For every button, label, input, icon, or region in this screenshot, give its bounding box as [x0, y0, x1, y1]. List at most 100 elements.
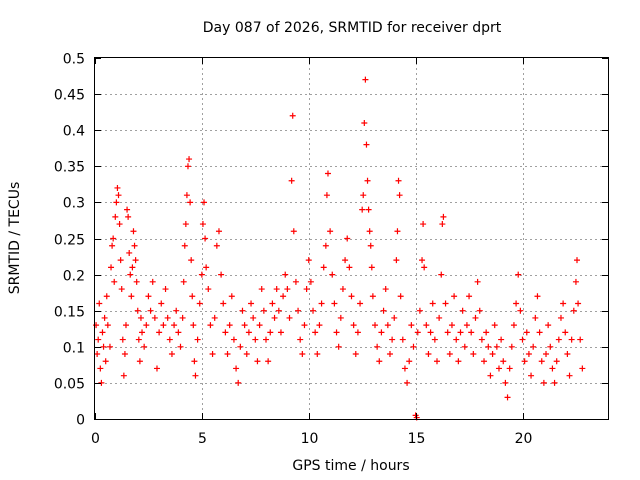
- data-point: [440, 213, 447, 220]
- data-point: [166, 336, 173, 343]
- data-point: [481, 358, 488, 365]
- data-point: [427, 329, 434, 336]
- data-point: [286, 314, 293, 321]
- data-point: [184, 163, 191, 170]
- data-point: [478, 336, 485, 343]
- data-point: [218, 271, 225, 278]
- data-point: [269, 300, 276, 307]
- x-tick-label: 20: [515, 431, 533, 447]
- data-point: [160, 322, 167, 329]
- data-point: [241, 322, 248, 329]
- data-point: [132, 257, 139, 264]
- data-point: [243, 351, 250, 358]
- x-tick-label: 0: [91, 431, 100, 447]
- data-point: [125, 213, 132, 220]
- data-point: [179, 314, 186, 321]
- data-point: [135, 336, 142, 343]
- data-point: [404, 379, 411, 386]
- data-point: [575, 300, 582, 307]
- data-point: [444, 329, 451, 336]
- data-point: [329, 271, 336, 278]
- data-point: [320, 264, 327, 271]
- data-point: [277, 329, 284, 336]
- data-point: [292, 278, 299, 285]
- data-point: [534, 293, 541, 300]
- data-point: [463, 322, 470, 329]
- data-point: [273, 286, 280, 293]
- data-point: [248, 300, 255, 307]
- data-point: [164, 314, 171, 321]
- data-point: [434, 358, 440, 365]
- data-point: [189, 293, 196, 300]
- y-tick-label: 0: [76, 413, 85, 429]
- data-point: [115, 192, 122, 199]
- data-point: [394, 228, 401, 235]
- data-point: [114, 184, 121, 191]
- data-point: [483, 329, 490, 336]
- data-point: [305, 257, 312, 264]
- data-point: [476, 307, 483, 314]
- data-point: [335, 343, 342, 350]
- data-point: [416, 307, 423, 314]
- data-point: [205, 286, 212, 293]
- data-point: [543, 351, 550, 358]
- data-point: [182, 221, 189, 228]
- data-point: [151, 314, 158, 321]
- data-point: [235, 379, 242, 386]
- data-point: [173, 307, 180, 314]
- data-point: [446, 351, 453, 358]
- data-point: [350, 322, 357, 329]
- data-point: [113, 199, 120, 206]
- data-point: [162, 286, 169, 293]
- data-point: [395, 177, 402, 184]
- grid-lines: [95, 58, 608, 419]
- data-point: [192, 372, 199, 379]
- data-point: [180, 278, 187, 285]
- data-point: [560, 300, 567, 307]
- y-tick-label: 0.25: [54, 233, 85, 249]
- data-point: [263, 336, 269, 343]
- data-point: [256, 322, 263, 329]
- data-point: [108, 264, 115, 271]
- data-point: [549, 365, 556, 372]
- data-point: [181, 242, 188, 249]
- data-point: [186, 156, 193, 163]
- data-point: [389, 336, 396, 343]
- data-point: [363, 141, 370, 148]
- data-points: [93, 76, 586, 421]
- data-point: [104, 322, 111, 329]
- data-point: [386, 351, 393, 358]
- data-point: [106, 343, 113, 350]
- data-point: [525, 351, 532, 358]
- data-point: [414, 329, 421, 336]
- data-point: [250, 314, 257, 321]
- data-point: [149, 278, 156, 285]
- data-point: [577, 336, 584, 343]
- data-point: [133, 278, 140, 285]
- data-point: [239, 307, 246, 314]
- data-point: [130, 228, 137, 235]
- data-point: [466, 293, 473, 300]
- data-point: [96, 300, 103, 307]
- data-point: [364, 177, 371, 184]
- data-point: [101, 314, 108, 321]
- data-point: [359, 206, 366, 213]
- data-point: [579, 365, 586, 372]
- data-point: [147, 307, 154, 314]
- data-point: [368, 264, 375, 271]
- data-point: [566, 372, 573, 379]
- data-point: [553, 358, 560, 365]
- data-point: [207, 322, 214, 329]
- y-tick-label: 0.4: [63, 124, 85, 140]
- data-point: [498, 336, 505, 343]
- data-point: [337, 314, 344, 321]
- data-point: [282, 271, 289, 278]
- data-point: [438, 271, 445, 278]
- data-point: [109, 242, 116, 249]
- data-point: [156, 329, 163, 336]
- data-point: [199, 221, 206, 228]
- data-point: [126, 249, 133, 256]
- data-point: [448, 322, 455, 329]
- data-point: [474, 278, 481, 285]
